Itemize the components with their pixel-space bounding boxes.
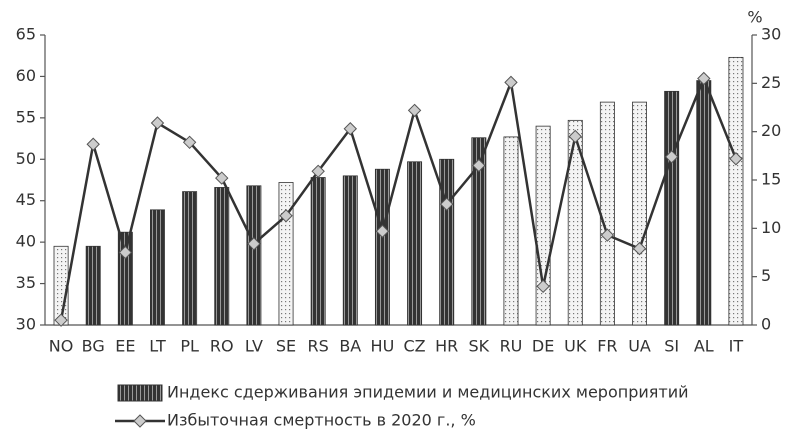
- x-tick-label: CZ: [403, 337, 425, 356]
- x-tick-label: AL: [694, 337, 714, 356]
- y-tick-label: 60: [16, 66, 36, 85]
- y2-tick-label: 5: [761, 266, 771, 285]
- bar: [728, 56, 744, 326]
- bar: [503, 136, 519, 326]
- y-tick-label: 40: [16, 232, 36, 251]
- bar: [407, 161, 423, 326]
- bar: [471, 137, 487, 326]
- x-tick-label: SE: [276, 337, 296, 356]
- marker: [536, 279, 550, 294]
- bar: [664, 90, 680, 326]
- y2-tick-label: 20: [761, 121, 781, 140]
- marker: [182, 135, 197, 150]
- bar: [214, 187, 230, 326]
- bar: [696, 80, 712, 326]
- x-tick-label: UA: [628, 337, 651, 356]
- marker: [311, 164, 325, 179]
- bar: [439, 158, 455, 326]
- x-tick-label: BA: [339, 337, 361, 356]
- x-tick-label: EE: [115, 337, 135, 356]
- bar: [310, 177, 326, 326]
- y-tick-label: 55: [16, 107, 36, 126]
- marker: [697, 71, 711, 86]
- y2-tick-label: 30: [761, 25, 781, 44]
- x-tick-label: LT: [149, 337, 166, 356]
- bar: [632, 101, 647, 326]
- x-tick-label: FR: [597, 337, 617, 356]
- x-tick-label: LV: [245, 337, 263, 356]
- x-tick-label: SI: [664, 337, 679, 356]
- marker: [472, 158, 486, 173]
- bar: [85, 245, 101, 326]
- y2-unit: %: [747, 8, 762, 27]
- x-tick-label: BG: [82, 337, 105, 356]
- y-tick-label: 50: [16, 149, 36, 168]
- marker: [632, 241, 647, 256]
- line: [59, 75, 738, 321]
- marker: [279, 209, 293, 223]
- y-tick-label: 45: [16, 190, 36, 209]
- x-tick-label: HR: [435, 337, 458, 356]
- marker: [568, 129, 582, 144]
- y-tick-label: 35: [16, 273, 36, 292]
- bar: [278, 182, 294, 326]
- marker: [247, 237, 261, 251]
- y-tick-label: 65: [16, 25, 36, 44]
- bar: [374, 168, 390, 326]
- marker: [86, 137, 100, 151]
- bar: [53, 245, 69, 326]
- marker: [407, 103, 422, 118]
- x-tick-label: NO: [49, 337, 74, 356]
- x-tick-label: SK: [469, 337, 490, 356]
- x-tick-label: DE: [532, 337, 554, 356]
- x-tick-label: RS: [308, 337, 329, 356]
- marker: [215, 171, 229, 185]
- legend-label: Индекс сдерживания эпидемии и медицински…: [167, 383, 689, 402]
- marker: [118, 245, 133, 260]
- bar: [246, 185, 262, 326]
- x-tick-label: UK: [564, 337, 587, 356]
- y2-tick-label: 15: [761, 170, 781, 189]
- x-tick-label: PL: [180, 337, 199, 356]
- marker: [343, 122, 358, 136]
- legend-swatch: [117, 384, 163, 402]
- x-tick-label: HU: [371, 337, 395, 356]
- bar: [599, 101, 615, 326]
- bar: [535, 125, 551, 326]
- legend-marker: [133, 414, 147, 428]
- marker: [375, 224, 390, 238]
- bar: [342, 175, 358, 326]
- marker: [504, 75, 518, 90]
- x-tick-label: RU: [500, 337, 523, 356]
- y2-tick-label: 25: [761, 73, 781, 92]
- y2-tick-label: 0: [761, 315, 771, 334]
- x-tick-label: RO: [210, 337, 234, 356]
- marker: [439, 197, 454, 211]
- marker: [150, 116, 165, 130]
- bar: [567, 119, 583, 326]
- bar: [182, 191, 198, 326]
- marker: [54, 313, 68, 327]
- legend-label: Избыточная смертность в 2020 г., %: [167, 411, 476, 430]
- marker: [600, 228, 615, 242]
- marker: [664, 150, 679, 164]
- y-tick-label: 30: [16, 315, 36, 334]
- x-tick-label: IT: [729, 337, 744, 356]
- marker: [729, 152, 743, 166]
- y2-tick-label: 10: [761, 218, 781, 237]
- bar: [150, 209, 165, 326]
